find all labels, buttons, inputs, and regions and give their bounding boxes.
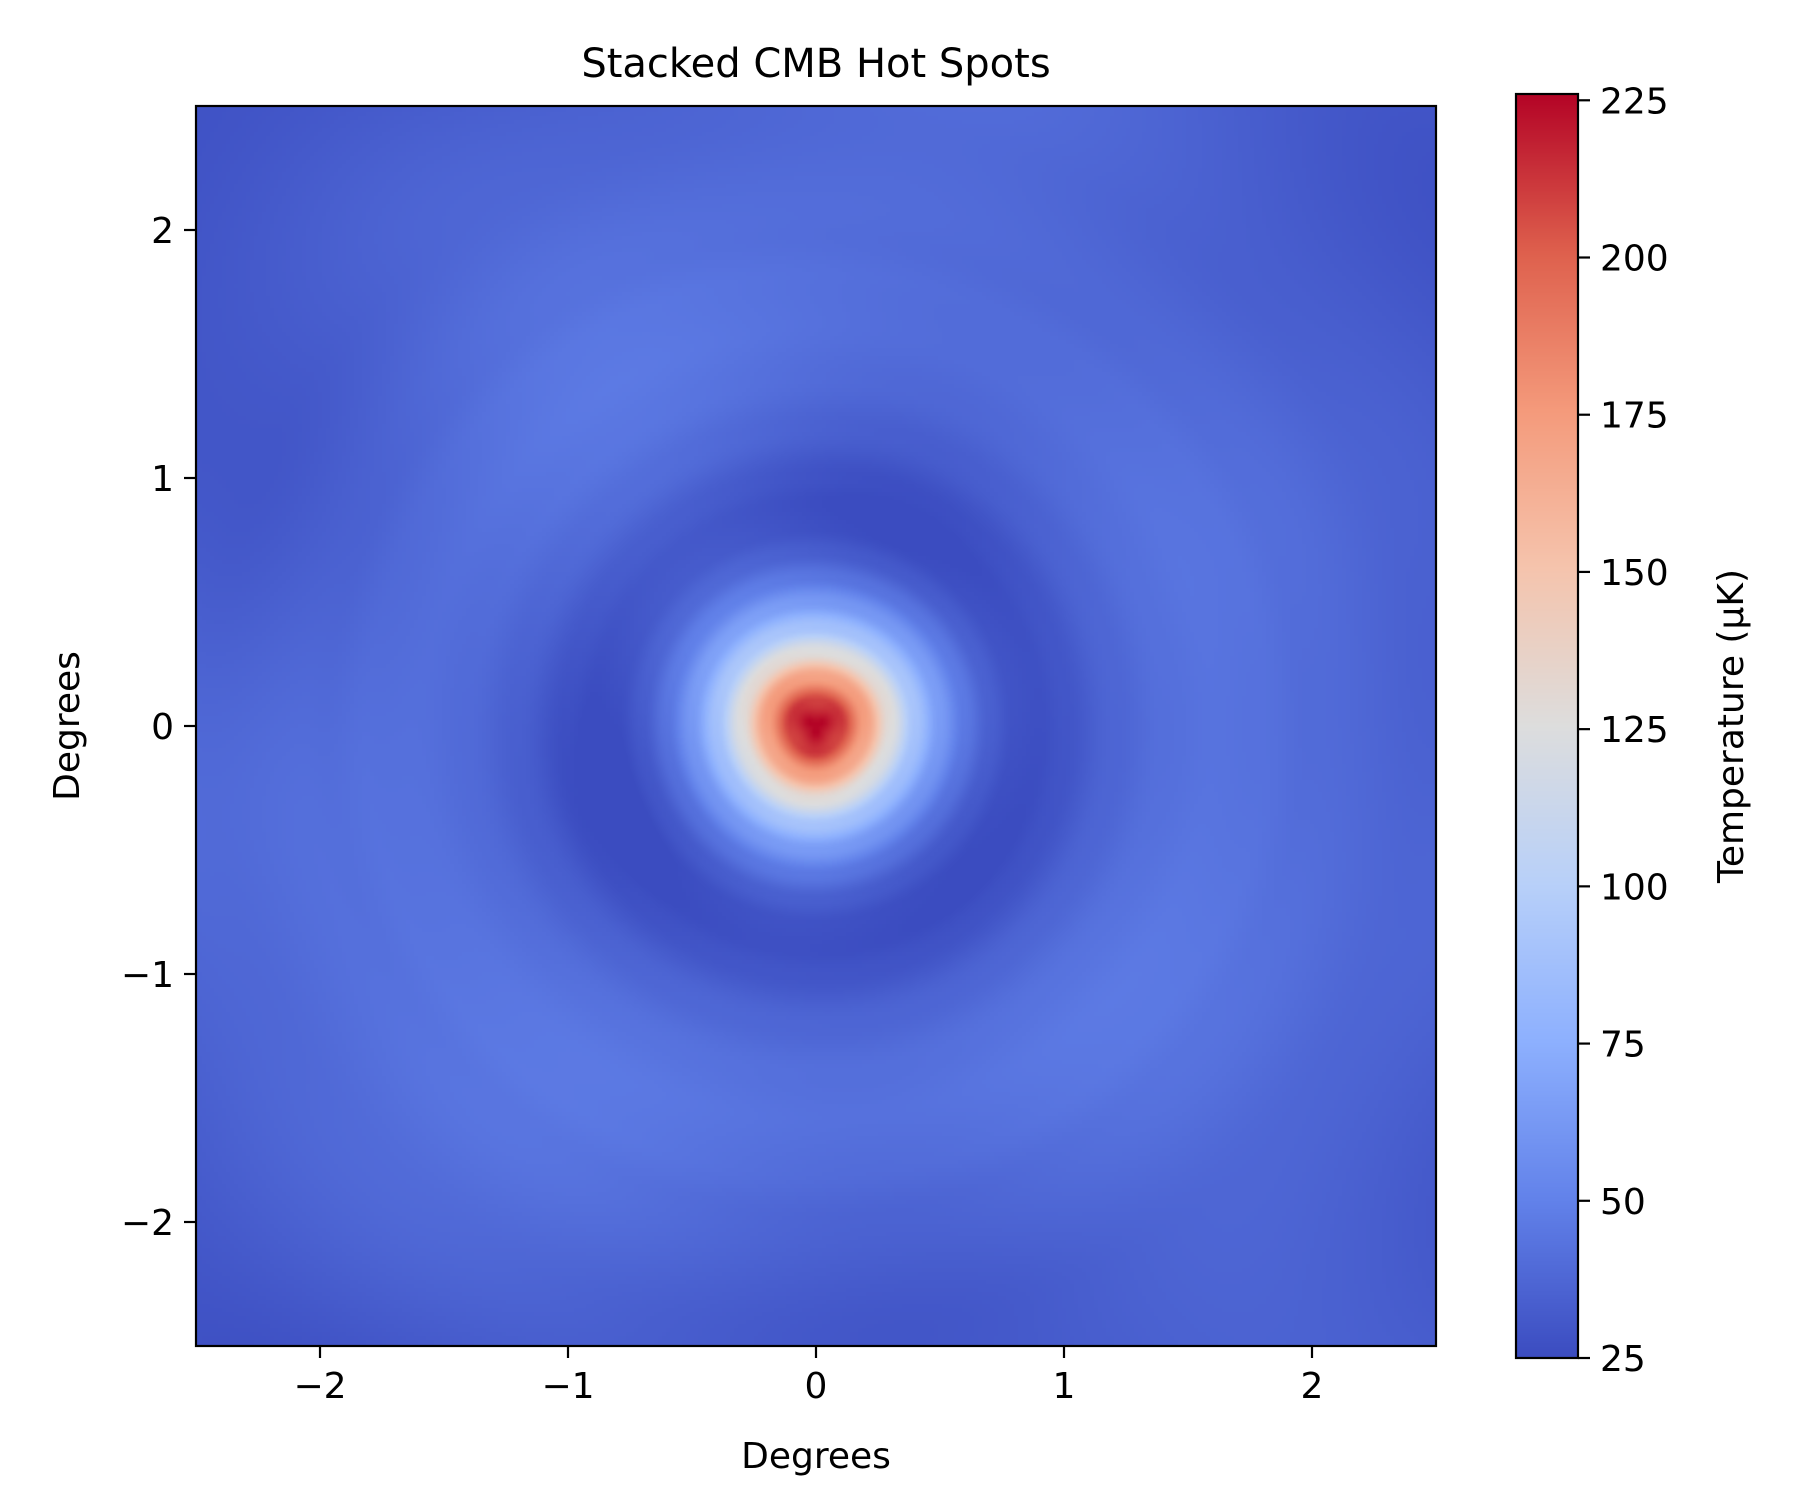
colorbar-ticks: 25 50 75 100 125 150 175 200 225 (1578, 81, 1669, 1380)
colorbar-gradient (1516, 94, 1578, 1358)
colorbar-label: Temperature (μK) (1711, 569, 1752, 884)
y-tick-label: −2 (121, 1203, 174, 1244)
y-axis-label: Degrees (47, 651, 88, 801)
x-tick-label: 0 (805, 1366, 828, 1407)
colorbar-tick-label: 200 (1600, 239, 1669, 280)
x-tick-label: 1 (1053, 1366, 1076, 1407)
colorbar-tick-label: 150 (1600, 553, 1669, 594)
colorbar: 25 50 75 100 125 150 175 200 225 Temperature (μK… (1514, 81, 1752, 1380)
x-axis-label: Degrees (741, 1436, 891, 1477)
y-tick-label: 0 (151, 707, 174, 748)
colorbar-tick-label: 25 (1600, 1339, 1646, 1380)
colorbar-tick-label: 100 (1600, 867, 1669, 908)
x-tick-label: −1 (541, 1366, 594, 1407)
colorbar-tick-label: 50 (1600, 1182, 1646, 1223)
x-tick-label: −2 (293, 1366, 346, 1407)
y-axis: −2 −1 0 1 2 (121, 211, 196, 1244)
colorbar-tick-label: 75 (1600, 1025, 1646, 1066)
colorbar-gradient-container (1516, 94, 1578, 1358)
colorbar-tick-label: 125 (1600, 710, 1669, 751)
y-tick-label: 2 (151, 211, 174, 252)
colorbar-tick-label: 175 (1600, 396, 1669, 437)
heatmap-image (196, 106, 1436, 1346)
x-tick-label: 2 (1301, 1366, 1324, 1407)
x-axis: −2 −1 0 1 2 (293, 1346, 1323, 1407)
y-tick-label: −1 (121, 955, 174, 996)
heatmap-image-container (196, 106, 1436, 1346)
chart-title: Stacked CMB Hot Spots (581, 41, 1050, 87)
heatmap-plot-area (194, 104, 1438, 1348)
y-tick-label: 1 (151, 459, 174, 500)
colorbar-frame (1514, 92, 1580, 1360)
colorbar-tick-label: 225 (1600, 81, 1669, 122)
